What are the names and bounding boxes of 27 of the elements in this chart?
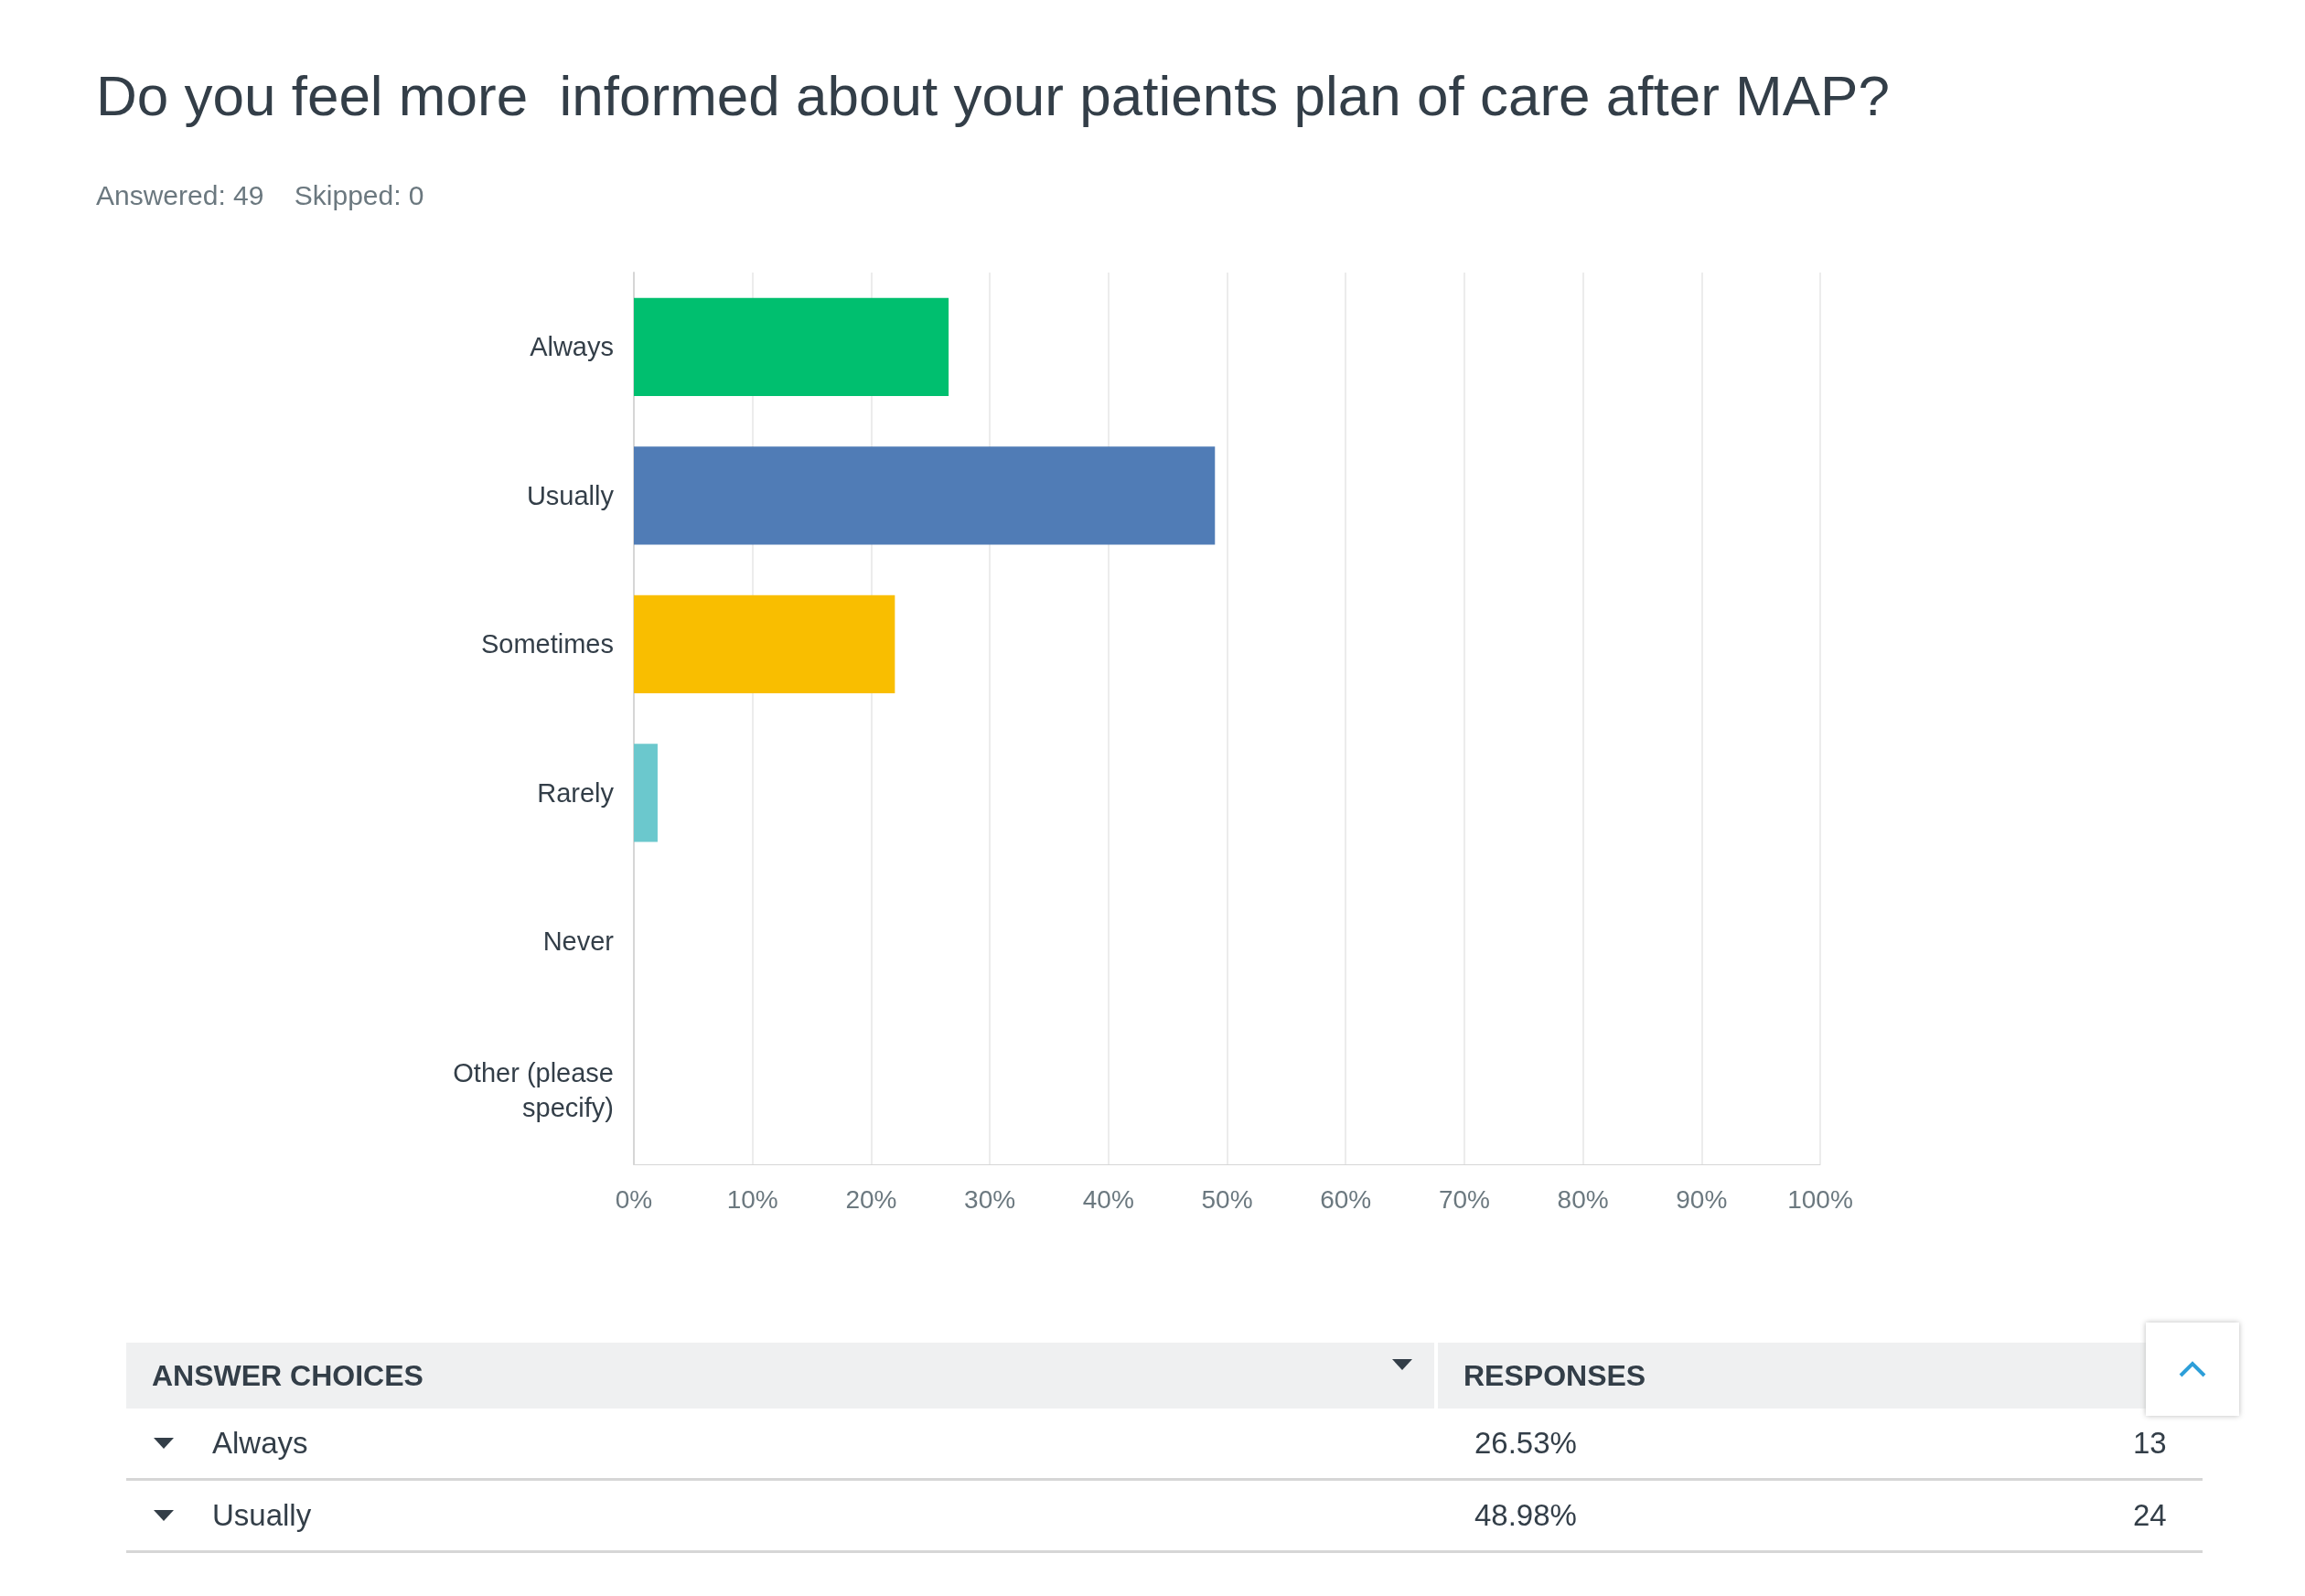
y-tick-label: Other (please specify) <box>453 1057 614 1122</box>
x-tick-label: 60% <box>1320 1184 1372 1214</box>
text: ANSWER CHOICES <box>152 1358 423 1393</box>
x-tick-label: 100% <box>1787 1184 1853 1214</box>
x-tick-label: 0% <box>615 1184 653 1214</box>
y-tick-label: Sometimes <box>480 629 614 659</box>
y-tick-label: Usually <box>526 480 615 510</box>
x-tick-label: 20% <box>845 1184 897 1214</box>
x-tick-label: 40% <box>1082 1184 1134 1214</box>
category-label: Always <box>212 1426 308 1460</box>
y-tick-label: Never <box>542 927 615 957</box>
x-tick-label: 90% <box>1676 1184 1728 1214</box>
y-tick-label: Rarely <box>537 777 615 808</box>
text: 48.98% <box>1474 1498 1578 1533</box>
x-tick-label: 10% <box>726 1184 778 1214</box>
text: RESPONSES <box>1434 1343 1646 1409</box>
text: 26.53% <box>1474 1426 1578 1461</box>
x-tick-label: 70% <box>1438 1184 1490 1214</box>
x-tick-label: 50% <box>1201 1184 1253 1214</box>
x-tick-label: 30% <box>964 1184 1016 1214</box>
x-tick-label: 80% <box>1557 1184 1609 1214</box>
y-tick-label: Always <box>530 332 614 362</box>
text: 13 <box>2133 1426 2167 1461</box>
text: 24 <box>2133 1498 2167 1533</box>
text: Answered: 49 Skipped: 0 <box>96 179 424 210</box>
chart-title: Do you feel more informed about your patients plan of care after MAP? <box>96 63 1890 127</box>
category-label: Usually <box>212 1498 312 1532</box>
